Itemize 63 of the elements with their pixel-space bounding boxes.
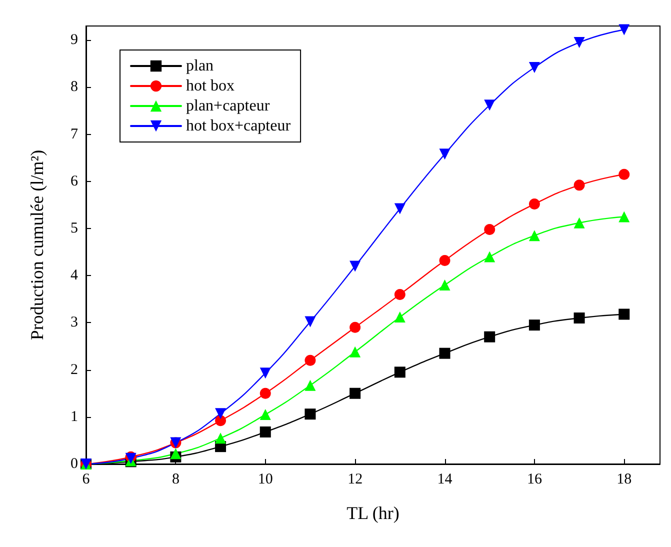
- point: [439, 255, 450, 266]
- legend-label: hot box+capteur: [186, 118, 292, 134]
- point: [394, 288, 406, 300]
- point: [350, 346, 361, 358]
- point: [439, 348, 450, 359]
- y-tick-label: 4: [70, 268, 78, 284]
- y-axis-title: Production cumulée (l/m²): [27, 150, 47, 340]
- point: [574, 312, 585, 324]
- point: [574, 180, 585, 191]
- x-tick-label: 8: [172, 472, 180, 488]
- point: [439, 148, 450, 160]
- point: [618, 24, 630, 36]
- point: [528, 62, 540, 73]
- x-tick-label: 6: [82, 472, 90, 488]
- point: [304, 316, 316, 328]
- point: [484, 331, 496, 342]
- x-axis-title: TL (hr): [346, 503, 400, 523]
- point: [484, 251, 496, 262]
- point: [484, 100, 496, 111]
- point: [394, 203, 406, 214]
- point: [260, 426, 271, 438]
- point: [350, 322, 361, 333]
- y-tick-label: 3: [70, 314, 78, 331]
- x-tick-label: 18: [616, 472, 632, 488]
- point: [528, 230, 540, 242]
- point: [618, 168, 630, 180]
- point: [215, 415, 226, 426]
- point: [215, 432, 226, 444]
- x-tick-label: 10: [258, 472, 273, 488]
- point: [618, 308, 630, 320]
- y-tick-label: 8: [70, 79, 78, 96]
- point: [350, 388, 361, 399]
- point: [618, 211, 630, 222]
- y-tick-label: 9: [70, 32, 78, 48]
- x-tick-label: 12: [348, 472, 363, 488]
- y-tick-label: 2: [70, 362, 78, 378]
- point: [574, 36, 585, 48]
- point: [484, 224, 496, 235]
- point: [528, 320, 540, 331]
- point: [394, 312, 406, 323]
- point: [260, 388, 271, 399]
- point: [304, 354, 316, 366]
- x-tick-label: 16: [526, 472, 542, 488]
- y-tick-label: 1: [70, 408, 78, 425]
- point: [304, 380, 316, 391]
- point: [215, 408, 226, 420]
- point: [439, 280, 450, 291]
- legend-label: plan+capteur: [186, 98, 270, 114]
- point: [574, 217, 585, 228]
- point: [304, 408, 316, 420]
- y-tick-label: 6: [70, 173, 78, 190]
- legend-label: hot box: [186, 78, 234, 94]
- point: [394, 366, 406, 378]
- y-tick-label: 7: [70, 126, 78, 142]
- x-tick-label: 14: [437, 472, 453, 488]
- point: [350, 260, 361, 272]
- legend-label: plan: [186, 58, 214, 74]
- point: [170, 448, 182, 460]
- point: [260, 368, 271, 379]
- point: [260, 409, 271, 420]
- point: [528, 198, 540, 210]
- y-tick-label: 5: [70, 220, 78, 237]
- y-tick-label: 0: [70, 456, 78, 472]
